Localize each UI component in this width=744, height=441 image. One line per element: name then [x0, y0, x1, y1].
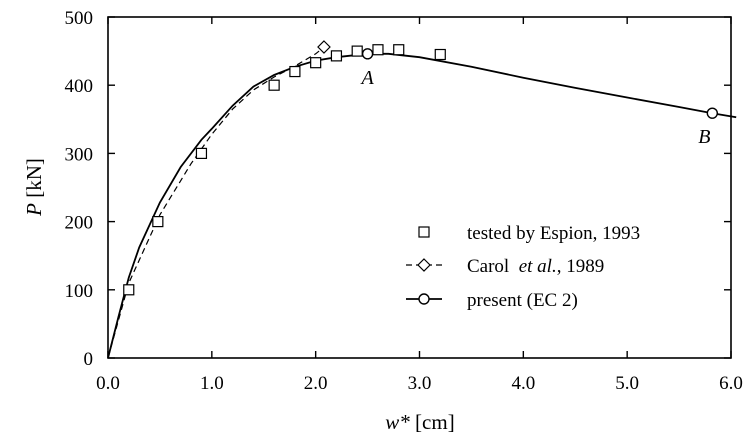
x-axis-label: w* [cm]: [385, 410, 454, 434]
x-tick-label: 6.0: [719, 373, 743, 394]
x-tick-label: 5.0: [615, 373, 639, 394]
present-point-b: [706, 107, 719, 119]
present-point-a: [361, 48, 374, 60]
legend: tested by Espion, 1993 Carol et al., 198…: [406, 223, 640, 311]
espion-square-marker: [434, 48, 446, 61]
legend-label-espion: tested by Espion, 1993: [467, 223, 640, 244]
carol-diamond-marker: [317, 40, 331, 54]
legend-label-carol: Carol et al., 1989: [467, 256, 604, 277]
point-label-b: B: [698, 126, 710, 148]
x-tick-labels: 0.0 1.0 2.0 3.0 4.0 5.0 6.0: [96, 373, 743, 394]
x-tick-label: 0.0: [96, 373, 120, 394]
point-label-a: A: [359, 67, 374, 89]
espion-square-marker: [310, 57, 322, 69]
y-tick-label: 0: [84, 349, 94, 370]
espion-square-marker: [195, 147, 208, 159]
legend-entry-present: present (EC 2): [406, 290, 578, 311]
espion-square-marker: [330, 50, 343, 62]
carol-curve: [107, 46, 325, 359]
legend-circle-marker: [418, 293, 430, 305]
legend-entry-carol: Carol et al., 1989: [406, 256, 604, 277]
series-lines: [107, 46, 737, 359]
legend-entry-espion: tested by Espion, 1993: [418, 223, 640, 244]
y-tick-label: 400: [65, 76, 94, 97]
plot-area-frame: [107, 16, 732, 359]
x-tick-label: 3.0: [408, 373, 432, 394]
y-tick-label: 100: [65, 281, 94, 302]
y-axis-label: P [kN]: [22, 158, 46, 217]
espion-square-marker: [393, 44, 405, 56]
x-tick-label: 4.0: [511, 373, 535, 394]
espion-square-marker: [152, 216, 164, 228]
x-tick-label: 1.0: [200, 373, 224, 394]
present-curve: [107, 52, 737, 359]
y-tick-label: 300: [65, 144, 94, 165]
point-labels: AB: [359, 67, 710, 148]
series-markers: [123, 40, 719, 296]
espion-square-marker: [351, 45, 363, 57]
x-tick-label: 2.0: [304, 373, 328, 394]
legend-square-marker: [418, 226, 430, 238]
y-tick-label: 500: [65, 8, 94, 29]
espion-square-marker: [268, 79, 280, 91]
espion-square-marker: [123, 284, 135, 296]
axis-ticks: [107, 16, 732, 359]
legend-diamond-marker: [417, 258, 431, 272]
espion-square-marker: [372, 44, 384, 56]
y-tick-label: 200: [65, 213, 94, 234]
legend-label-present: present (EC 2): [467, 290, 578, 311]
y-tick-labels: 0 100 200 300 400 500: [65, 8, 94, 370]
espion-square-marker: [289, 65, 301, 78]
